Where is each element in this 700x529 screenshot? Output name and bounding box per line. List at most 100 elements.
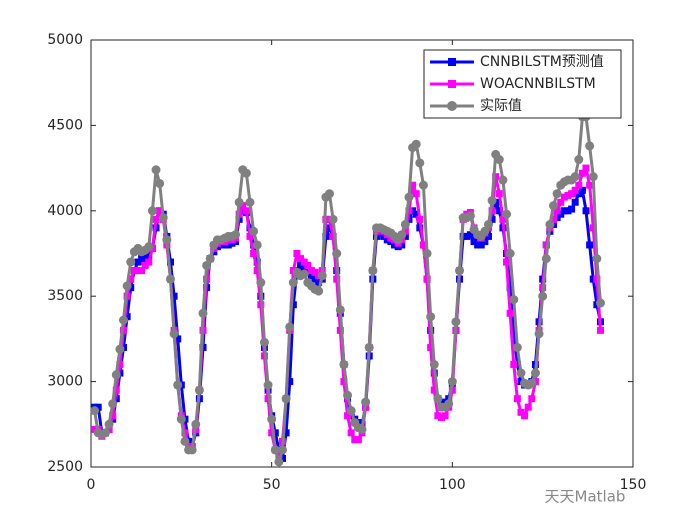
- point: [502, 209, 512, 219]
- point: [119, 315, 129, 325]
- point: [596, 326, 604, 334]
- point: [505, 249, 515, 258]
- point: [304, 261, 312, 269]
- point: [343, 390, 353, 400]
- point: [451, 317, 461, 327]
- point: [429, 360, 439, 370]
- point: [455, 266, 465, 276]
- point: [147, 206, 157, 216]
- point: [364, 342, 374, 352]
- watermark: 天天Matlab: [545, 488, 626, 506]
- point: [104, 419, 114, 429]
- point: [328, 214, 338, 224]
- point: [138, 267, 146, 275]
- point: [169, 329, 179, 339]
- point: [586, 181, 594, 189]
- point: [521, 412, 529, 420]
- legend-marker: [447, 101, 457, 111]
- point: [397, 230, 407, 240]
- point: [256, 278, 266, 288]
- point: [582, 164, 590, 172]
- point: [144, 242, 154, 252]
- point: [527, 378, 537, 388]
- point: [411, 139, 421, 149]
- point: [111, 370, 121, 380]
- point: [285, 322, 295, 332]
- point: [187, 445, 197, 455]
- point: [108, 399, 118, 409]
- point: [173, 380, 183, 390]
- point: [288, 278, 298, 288]
- point: [404, 192, 414, 202]
- point: [585, 141, 595, 151]
- legend-label: 实际值: [480, 98, 522, 114]
- point: [447, 377, 457, 387]
- point: [332, 249, 342, 258]
- x-tick-label: 100: [439, 477, 466, 493]
- point: [368, 266, 378, 276]
- point: [441, 412, 449, 420]
- y-tick-label: 2500: [47, 459, 83, 475]
- point: [538, 291, 548, 301]
- point: [574, 155, 584, 165]
- point: [278, 445, 288, 455]
- point: [231, 230, 241, 240]
- point: [571, 186, 579, 194]
- point: [541, 254, 551, 264]
- point: [415, 158, 425, 168]
- point: [115, 344, 125, 354]
- point: [198, 308, 208, 318]
- y-tick-label: 4000: [47, 203, 83, 219]
- point: [444, 399, 454, 409]
- point: [314, 286, 324, 296]
- point: [162, 235, 172, 245]
- point: [165, 274, 175, 284]
- point: [528, 395, 536, 403]
- point: [152, 215, 160, 223]
- point: [592, 254, 602, 264]
- point: [512, 342, 522, 352]
- y-tick-label: 3500: [47, 288, 83, 304]
- point: [324, 189, 334, 199]
- point: [249, 226, 259, 236]
- point: [509, 295, 519, 305]
- point: [259, 337, 269, 347]
- point: [552, 189, 562, 199]
- point: [588, 172, 598, 182]
- y-tick-label: 3000: [47, 374, 83, 390]
- x-tick-label: 150: [620, 477, 647, 493]
- point: [180, 436, 190, 446]
- point: [433, 394, 443, 404]
- point: [545, 219, 555, 229]
- point: [346, 406, 356, 416]
- point: [582, 207, 590, 215]
- point: [510, 361, 518, 369]
- point: [122, 281, 132, 291]
- point: [487, 196, 497, 206]
- point: [570, 172, 580, 182]
- point: [480, 226, 490, 236]
- point: [534, 329, 544, 339]
- point: [361, 397, 371, 407]
- point: [299, 269, 309, 279]
- point: [400, 219, 410, 229]
- point: [422, 249, 432, 258]
- point: [354, 436, 362, 444]
- point: [513, 395, 521, 403]
- point: [416, 215, 424, 223]
- point: [274, 457, 284, 467]
- point: [191, 419, 201, 429]
- point: [494, 155, 504, 165]
- point: [155, 178, 165, 188]
- point: [281, 394, 291, 404]
- point: [498, 175, 508, 185]
- point: [250, 250, 258, 257]
- point: [252, 240, 262, 250]
- x-tick-label: 50: [263, 477, 281, 493]
- point: [145, 258, 153, 266]
- point: [317, 271, 327, 281]
- point: [126, 257, 136, 267]
- point: [245, 197, 255, 207]
- point: [571, 198, 579, 206]
